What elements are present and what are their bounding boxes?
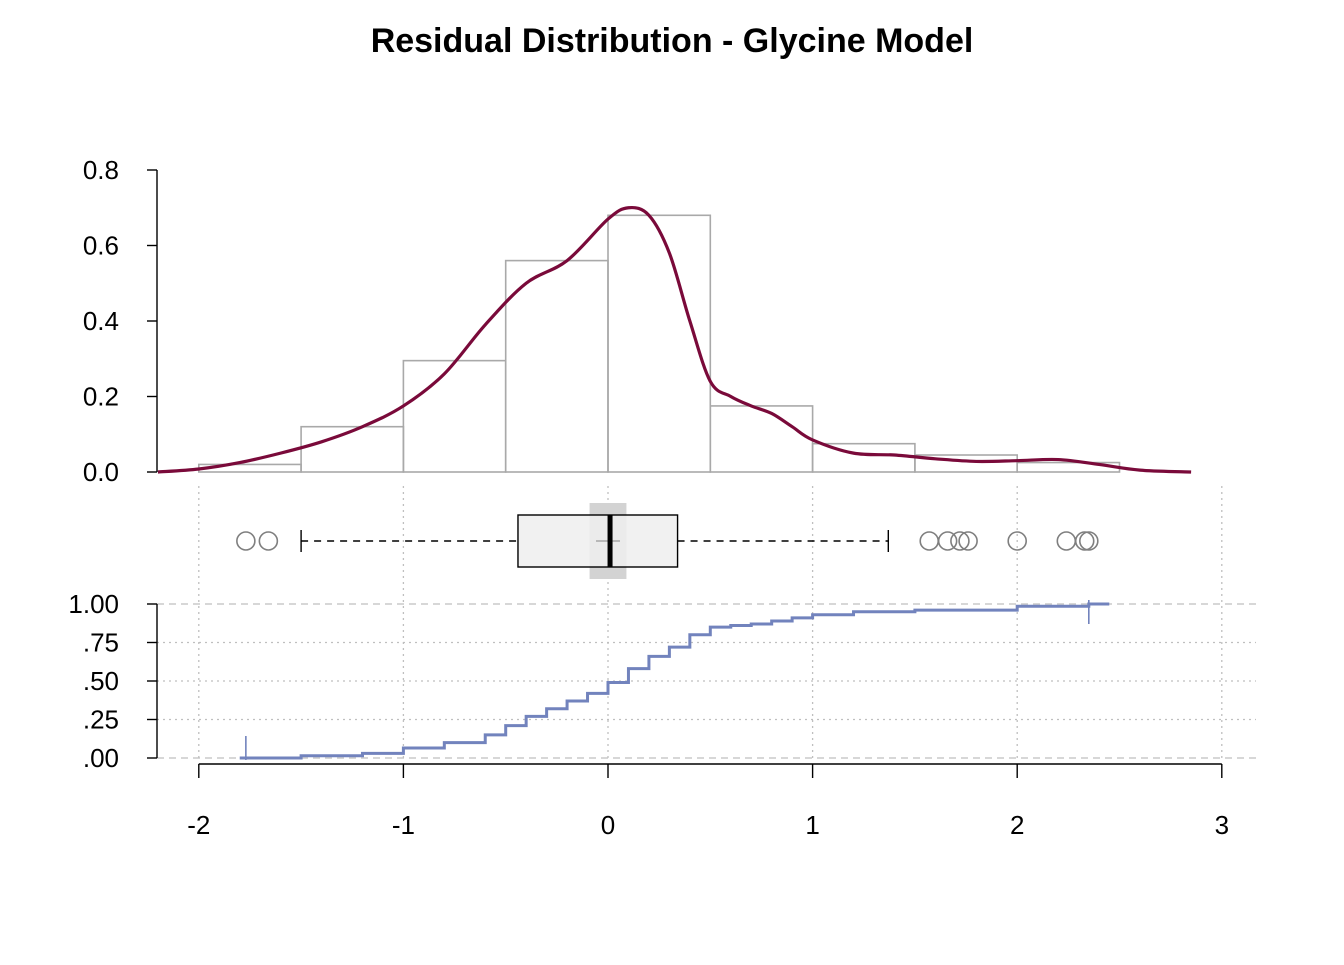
x-tick-label: 2 (1010, 810, 1024, 840)
x-tick-label: 3 (1215, 810, 1229, 840)
density-layer (157, 205, 1192, 474)
histogram-y-tick-label: 0.8 (83, 155, 119, 185)
histogram-bar (300, 425, 405, 473)
histogram-y-tick-label: 0.4 (83, 306, 119, 336)
outlier-point (1007, 531, 1028, 551)
x-tick-label: -2 (187, 810, 210, 840)
histogram-y-tick-label: 0.6 (83, 231, 119, 261)
density-curve (157, 205, 1192, 474)
outlier-point (958, 531, 978, 551)
outlier-point (937, 531, 958, 551)
outlier-point (1079, 531, 1099, 551)
outlier-point (950, 531, 970, 551)
ecdf-y-tick-label: .50 (83, 666, 119, 696)
histogram-bar (504, 259, 609, 473)
histogram-y-tick-label: 0.2 (83, 382, 119, 412)
x-tick-label: -1 (392, 810, 415, 840)
ecdf-y-tick-label: .00 (83, 743, 119, 773)
histogram-y-tick-label: 0.0 (83, 457, 119, 487)
histogram-bar (402, 359, 507, 473)
x-tick-label: 0 (601, 810, 615, 840)
chart-title: Residual Distribution - Glycine Model (371, 22, 974, 60)
x-tick-label: 1 (805, 810, 819, 840)
axes-layer: 0.0 0.2 0.4 0.6 0.8 .00 .25 .50 .75 1.00 -2 -1 0 1 2 3 (68, 155, 1229, 840)
histogram-bar (709, 405, 814, 473)
ecdf-layer (239, 600, 1110, 760)
grid-layer (157, 486, 1256, 759)
boxplot-layer (236, 503, 1099, 579)
outlier-point (919, 531, 940, 551)
outlier-point (1056, 531, 1077, 551)
ecdf-y-tick-label: .25 (83, 705, 119, 735)
histogram-bar (811, 442, 916, 473)
outlier-point (258, 531, 279, 551)
ecdf-line (239, 602, 1110, 760)
ecdf-y-tick-label: .75 (83, 628, 119, 658)
ecdf-y-tick-label: 1.00 (68, 589, 119, 619)
outlier-point (236, 531, 256, 551)
histogram-bar (607, 214, 712, 473)
outlier-point (1074, 531, 1095, 551)
histogram-layer (198, 214, 1121, 473)
